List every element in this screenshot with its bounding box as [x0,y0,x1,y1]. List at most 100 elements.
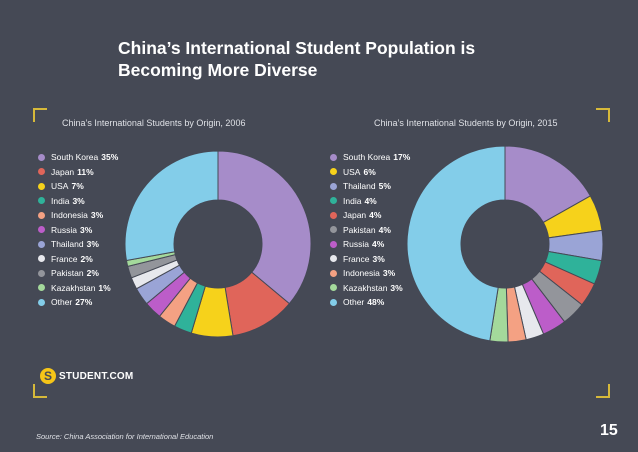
legend-swatch [330,182,337,190]
legend-item: Japan 4% [330,208,410,223]
legend-value: 35% [101,152,119,162]
legend-item: Indonesia 3% [38,208,118,223]
legend-swatch [38,226,45,234]
legend-label: USA [51,181,69,191]
donut-slice-other [124,150,219,262]
legend-item: Russia 3% [38,223,118,238]
legend-swatch [330,153,337,161]
legend-label: Russia [51,224,77,235]
legend-value: 4% [364,195,377,206]
donut-chart-2015 [406,145,604,343]
legend-label: South Korea [343,152,391,162]
legend-swatch [38,211,45,219]
page-number: 15 [600,422,618,439]
legend-label: USA [343,166,361,177]
legend-swatch [38,168,45,176]
legend-item: Other 27% [38,295,118,310]
frame-corner-bottom-left [33,384,47,398]
frame-corner-top-left [33,108,47,122]
legend-item: South Korea 35% [38,150,118,165]
legend-swatch [38,284,45,292]
legend-label: Russia [343,239,369,249]
legend-value: 4% [369,210,382,220]
legend-label: Indonesia [51,210,88,220]
brand-logo: S STUDENT.COM [40,368,133,384]
legend-label: Thailand [343,181,376,191]
legend-swatch [330,284,337,292]
legend-value: 3% [390,282,403,293]
legend-label: France [343,253,370,264]
legend-value: 48% [367,297,385,307]
legend-value: 2% [80,253,93,264]
legend-item: Indonesia 3% [330,266,410,281]
legend-label: Pakistan [51,268,84,278]
legend-label: Japan [51,166,75,177]
legend-value: 3% [382,268,396,278]
donut-chart-2006 [124,150,312,338]
legend-label: South Korea [51,152,99,162]
legend-item: India 3% [38,194,118,209]
legend-value: 3% [72,195,85,206]
legend-swatch [330,211,337,219]
legend-2006: South Korea 35% Japan 11% USA 7% India 3% Indone… [38,150,118,310]
legend-value: 3% [372,253,385,264]
donut-slice-south-korea [217,150,312,305]
legend-item: Pakistan 2% [38,266,118,281]
legend-swatch [330,269,337,277]
legend-value: 4% [371,239,385,249]
frame-corner-top-right [596,108,610,122]
legend-value: 3% [86,239,99,249]
legend-swatch [330,197,337,205]
legend-label: Kazakhstan [343,282,388,293]
legend-swatch [38,255,45,263]
legend-swatch [38,269,45,277]
legend-value: 11% [77,166,94,177]
legend-label: Other [343,297,365,307]
legend-item: Russia 4% [330,237,410,252]
legend-item: Thailand 3% [38,237,118,252]
legend-value: 4% [378,224,391,235]
legend-value: 27% [75,297,93,307]
legend-item: France 3% [330,252,410,267]
legend-swatch [38,298,45,306]
legend-swatch [38,153,45,161]
student-com-logo-icon: S [40,368,56,384]
legend-item: South Korea 17% [330,150,410,165]
legend-value: 2% [86,268,99,278]
legend-label: Thailand [51,239,84,249]
legend-value: 6% [363,166,376,177]
legend-swatch [38,197,45,205]
legend-value: 3% [79,224,93,235]
legend-item: India 4% [330,194,410,209]
legend-swatch [330,240,337,248]
legend-value: 1% [98,282,111,293]
legend-label: Indonesia [343,268,380,278]
frame-corner-bottom-right [596,384,610,398]
legend-item: Other 48% [330,295,410,310]
legend-item: USA 7% [38,179,118,194]
chart-title-2015: China’s International Students by Origin… [374,118,558,128]
legend-value: 3% [90,210,104,220]
legend-item: France 2% [38,252,118,267]
legend-swatch [330,226,337,234]
legend-swatch [330,298,337,306]
legend-value: 5% [378,181,391,191]
legend-label: France [51,253,78,264]
legend-2015: South Korea 17% USA 6% Thailand 5% India 4% Japa… [330,150,410,310]
legend-item: Pakistan 4% [330,223,410,238]
legend-item: USA 6% [330,165,410,180]
legend-value: 7% [71,181,84,191]
legend-label: Kazakhstan [51,282,96,293]
page-title: China’s International Student Population… [118,38,476,80]
source-note: Source: China Association for Internatio… [36,432,214,441]
legend-swatch [330,168,337,176]
legend-item: Japan 11% [38,165,118,180]
legend-label: Other [51,297,73,307]
legend-swatch [330,255,337,263]
chart-title-2006: China’s International Students by Origin… [62,118,246,128]
legend-value: 17% [393,152,411,162]
legend-label: Japan [343,210,367,220]
legend-item: Kazakhstan 1% [38,281,118,296]
legend-item: Kazakhstan 3% [330,281,410,296]
